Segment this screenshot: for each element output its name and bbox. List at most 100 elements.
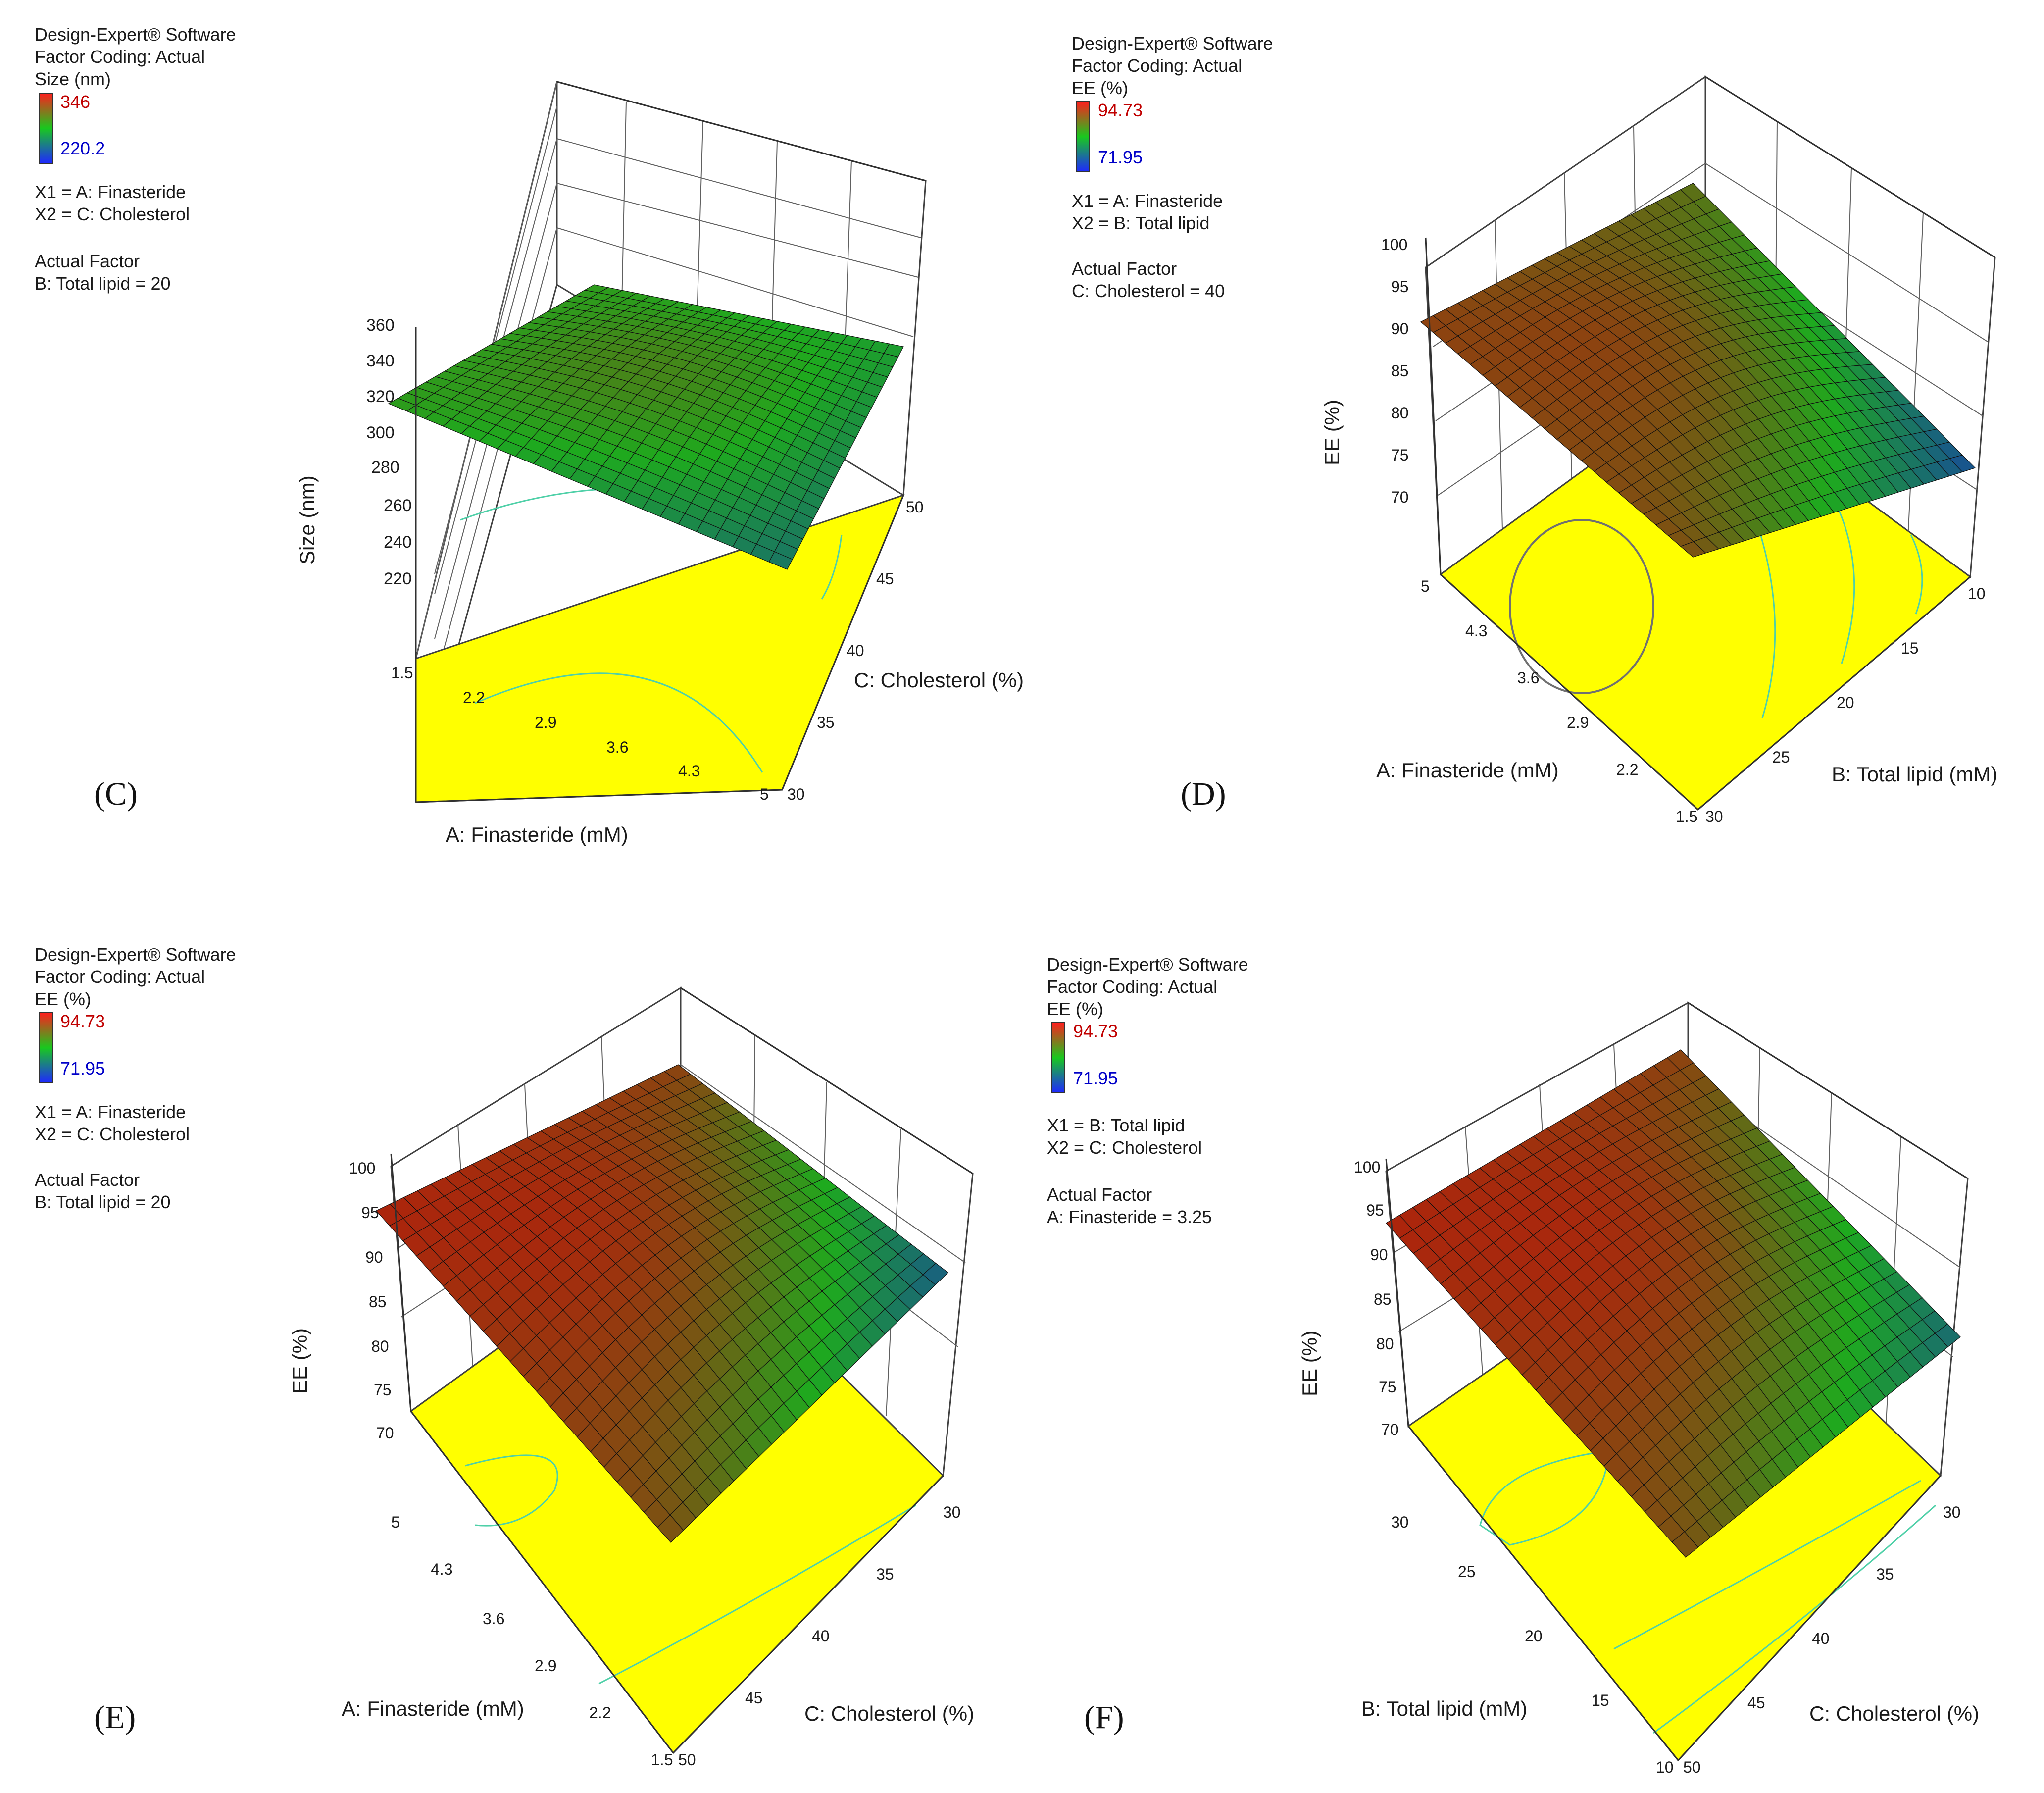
z-tick-75: 75: [1379, 1378, 1396, 1396]
z-tick-300: 300: [366, 423, 395, 442]
floor-contour-2: [598, 1504, 916, 1685]
surface-mesh: [376, 1064, 948, 1543]
floor-contour-3: [1910, 534, 1923, 615]
z-tick-90: 90: [365, 1248, 383, 1266]
legend-d: Design-Expert® Software Factor Coding: A…: [1072, 33, 1273, 301]
z-axis-label: EE (%): [1298, 1331, 1321, 1396]
actual-factor-value: B: Total lipid = 20: [35, 1192, 171, 1212]
legend-line-2: Factor Coding: Actual: [1047, 976, 1217, 997]
wall-grid: [415, 81, 921, 684]
surface-cell: [1949, 455, 1976, 472]
b-tick-1: 25: [1772, 748, 1790, 766]
factor-x2: X2 = C: Cholesterol: [35, 204, 190, 224]
b-axis-label: C: Cholesterol (%): [854, 668, 1024, 692]
b-tick-0: 30: [1705, 808, 1723, 825]
panel-label-f: (F): [1084, 1699, 1124, 1736]
a-tick-1: 2.2: [589, 1704, 611, 1722]
z-tick-85: 85: [1374, 1290, 1392, 1308]
a-tick-5: 5: [760, 785, 769, 803]
b-tick-4: 30: [1943, 1503, 1961, 1521]
panel-f: Design-Expert® Software Factor Coding: A…: [1047, 954, 1979, 1776]
z-tick-85: 85: [369, 1293, 387, 1311]
plot-e: 70 75 80 85 90 95 100 EE (%) 1.5 2.2 2.9…: [288, 986, 974, 1769]
a-tick-1: 15: [1592, 1691, 1609, 1709]
surface-mesh: [388, 284, 904, 570]
z-tick-75: 75: [374, 1381, 392, 1399]
a-axis-label: A: Finasteride (mM): [446, 823, 628, 846]
actual-factor-title: Actual Factor: [1072, 258, 1177, 279]
b-ticks: 30 35 40 45 50: [787, 498, 924, 803]
factor-x1: X1 = B: Total lipid: [1047, 1115, 1185, 1135]
floor-contour-1: [1751, 510, 1776, 718]
a-tick-1: 2.2: [463, 689, 485, 707]
b-tick-1: 45: [745, 1689, 763, 1707]
floor-contour-2: [1831, 495, 1855, 664]
actual-factor-title: Actual Factor: [1047, 1184, 1152, 1205]
legend-line-1: Design-Expert® Software: [35, 24, 236, 45]
b-tick-1: 45: [1747, 1694, 1765, 1712]
z-tick-85: 85: [1391, 362, 1409, 380]
legend-line-3: EE (%): [1047, 999, 1103, 1019]
a-tick-2: 20: [1525, 1627, 1543, 1645]
b-tick-0: 50: [678, 1751, 696, 1769]
z-tick-75: 75: [1391, 446, 1409, 464]
z-tick-280: 280: [371, 458, 399, 477]
surface-mesh: [1386, 1049, 1961, 1558]
b-ticks: 50 45 40 35 30: [678, 1503, 961, 1769]
colorbar-max: 94.73: [1073, 1021, 1118, 1041]
floor-contour-2: [1613, 1480, 1921, 1650]
a-tick-3: 3.6: [483, 1610, 504, 1628]
axis-lines: [390, 987, 973, 1754]
a-tick-0: 10: [1656, 1758, 1674, 1776]
z-tick-70: 70: [1381, 1421, 1399, 1438]
floor-contour-3: [1653, 1504, 1936, 1734]
a-ticks: 10 15 20 25 30: [1391, 1513, 1674, 1776]
floor: [415, 494, 905, 803]
a-tick-3: 25: [1458, 1563, 1476, 1581]
colorbar: [39, 93, 53, 164]
panel-d: Design-Expert® Software Factor Coding: A…: [1072, 33, 1997, 825]
floor-contour-circle: [1509, 519, 1654, 694]
z-axis-label: EE (%): [288, 1328, 311, 1394]
floor-contour-3: [821, 534, 843, 600]
legend-e: Design-Expert® Software Factor Coding: A…: [35, 944, 236, 1212]
b-tick-2: 40: [847, 642, 864, 660]
actual-factor-value: B: Total lipid = 20: [35, 273, 171, 294]
colorbar-min: 220.2: [60, 138, 105, 158]
a-ticks: 1.5 2.2 2.9 3.6 4.3 5: [391, 1513, 673, 1769]
panel-c: Design-Expert® Software Factor Coding: A…: [35, 24, 1024, 846]
b-tick-1: 35: [817, 714, 835, 731]
factor-x1: X1 = A: Finasteride: [1072, 191, 1223, 211]
b-axis-label: B: Total lipid (mM): [1832, 763, 1997, 786]
z-tick-70: 70: [376, 1424, 394, 1442]
z-tick-95: 95: [1366, 1201, 1384, 1219]
z-ticks: 220 240 260 280 300 320 340 360: [366, 316, 412, 588]
b-tick-2: 40: [812, 1627, 830, 1645]
b-tick-4: 10: [1968, 585, 1986, 603]
legend-line-1: Design-Expert® Software: [35, 944, 236, 965]
a-ticks: 1.5 2.2 2.9 3.6 4.3 5: [1421, 577, 1697, 825]
z-tick-95: 95: [361, 1204, 379, 1222]
colorbar: [39, 1012, 53, 1083]
a-tick-4: 4.3: [678, 762, 700, 780]
legend-line-2: Factor Coding: Actual: [1072, 55, 1242, 76]
plot-c: 220 240 260 280 300 320 340 360 Size (nm…: [296, 81, 1024, 846]
surface-cell: [883, 343, 904, 358]
legend-line-1: Design-Expert® Software: [1072, 33, 1273, 53]
floor-contour-1: [465, 1454, 558, 1527]
actual-factor-value: C: Cholesterol = 40: [1072, 281, 1225, 301]
factor-x2: X2 = C: Cholesterol: [35, 1124, 190, 1144]
b-tick-3: 35: [1876, 1565, 1894, 1583]
a-axis-label: B: Total lipid (mM): [1361, 1697, 1527, 1720]
factor-x2: X2 = C: Cholesterol: [1047, 1137, 1202, 1158]
z-tick-95: 95: [1391, 278, 1409, 296]
b-ticks: 50 45 40 35 30: [1683, 1503, 1961, 1776]
a-ticks: 1.5 2.2 2.9 3.6 4.3 5: [391, 664, 769, 803]
z-tick-340: 340: [366, 352, 395, 370]
legend-f: Design-Expert® Software Factor Coding: A…: [1047, 954, 1248, 1227]
panel-label-d: (D): [1181, 776, 1226, 812]
z-tick-240: 240: [384, 533, 412, 552]
b-axis-label: C: Cholesterol (%): [804, 1702, 974, 1725]
b-tick-3: 45: [876, 570, 894, 588]
